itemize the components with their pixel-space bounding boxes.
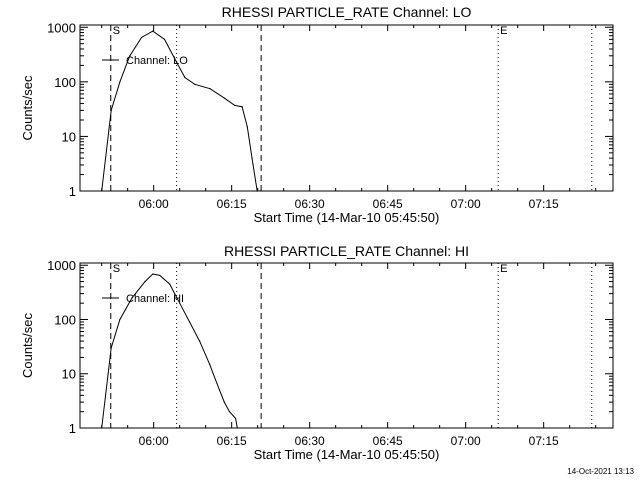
chart-title: RHESSI PARTICLE_RATE Channel: LO [222, 4, 472, 20]
axes-box [79, 24, 614, 192]
x-tick-label: 07:00 [451, 197, 481, 211]
x-tick-label: 06:15 [217, 434, 247, 448]
x-tick-label: 06:30 [295, 197, 325, 211]
data-point [224, 97, 226, 99]
data-point [169, 283, 171, 285]
data-point [152, 273, 154, 275]
marker-label: S [113, 25, 120, 37]
data-point [208, 363, 211, 365]
chart-title: RHESSI PARTICLE_RATE Channel: HI [224, 243, 469, 259]
y-tick-label: 100 [54, 312, 76, 327]
data-point [119, 318, 121, 321]
data-point [163, 38, 166, 40]
y-axis-label: Counts/sec [20, 75, 35, 141]
x-tick-label: 07:15 [529, 434, 559, 448]
data-point [209, 88, 211, 90]
marker-label: S [113, 263, 120, 275]
data-point [110, 347, 112, 349]
data-point [241, 106, 243, 108]
x-tick-label: 06:15 [217, 197, 247, 211]
data-point [218, 389, 221, 391]
data-point [194, 83, 196, 85]
data-point [199, 340, 201, 342]
data-point [176, 62, 178, 64]
data-point [228, 411, 231, 413]
axes-box [79, 262, 614, 429]
x-tick-label: 06:00 [139, 197, 169, 211]
data-point [131, 297, 133, 299]
data-point [246, 126, 248, 128]
footer-timestamp: 14-Oct-2021 13:13 [567, 467, 634, 476]
y-tick-label: 1000 [47, 258, 76, 273]
x-tick-label: 06:30 [295, 434, 325, 448]
data-point [184, 76, 186, 79]
y-tick-label: 1 [69, 184, 76, 199]
data-point [144, 280, 146, 283]
data-point [234, 104, 236, 107]
x-tick-label: 06:45 [373, 197, 403, 211]
x-tick-label: 07:00 [451, 434, 481, 448]
data-point [256, 190, 258, 192]
legend-label: Channel: HI [126, 293, 184, 305]
x-tick-label: 06:00 [139, 434, 169, 448]
data-point [152, 30, 154, 32]
y-tick-label: 10 [62, 367, 76, 382]
data-point [101, 427, 103, 429]
data-point [110, 109, 112, 111]
data-point [234, 417, 237, 420]
data-point [223, 401, 225, 403]
data-point [101, 190, 103, 192]
data-point [119, 81, 121, 83]
x-tick-label: 06:45 [373, 434, 403, 448]
x-axis-label: Start Time (14-Mar-10 05:45:50) [254, 210, 440, 225]
data-point [251, 157, 253, 159]
y-tick-label: 1000 [47, 20, 76, 35]
chart-1: RHESSI PARTICLE_RATE Channel: HI 06:00 06:… [20, 243, 614, 462]
x-axis-label: Start Time (14-Mar-10 05:45:50) [254, 447, 440, 462]
y-tick-label: 1 [69, 421, 76, 436]
data-point [129, 55, 131, 57]
marker-label: E [500, 263, 507, 275]
y-axis-label: Counts/sec [20, 312, 35, 378]
legend-label: Channel: LO [126, 55, 188, 67]
data-point [140, 36, 143, 39]
chart-0: RHESSI PARTICLE_RATE Channel: LO 06:00 06:… [20, 4, 614, 225]
y-tick-label: 100 [54, 75, 76, 90]
data-point [236, 427, 238, 429]
x-tick-label: 07:15 [529, 197, 559, 211]
data-point [159, 274, 161, 276]
y-tick-label: 10 [62, 129, 76, 144]
data-point [179, 302, 181, 304]
data-point [189, 321, 191, 323]
marker-label: E [500, 25, 507, 37]
